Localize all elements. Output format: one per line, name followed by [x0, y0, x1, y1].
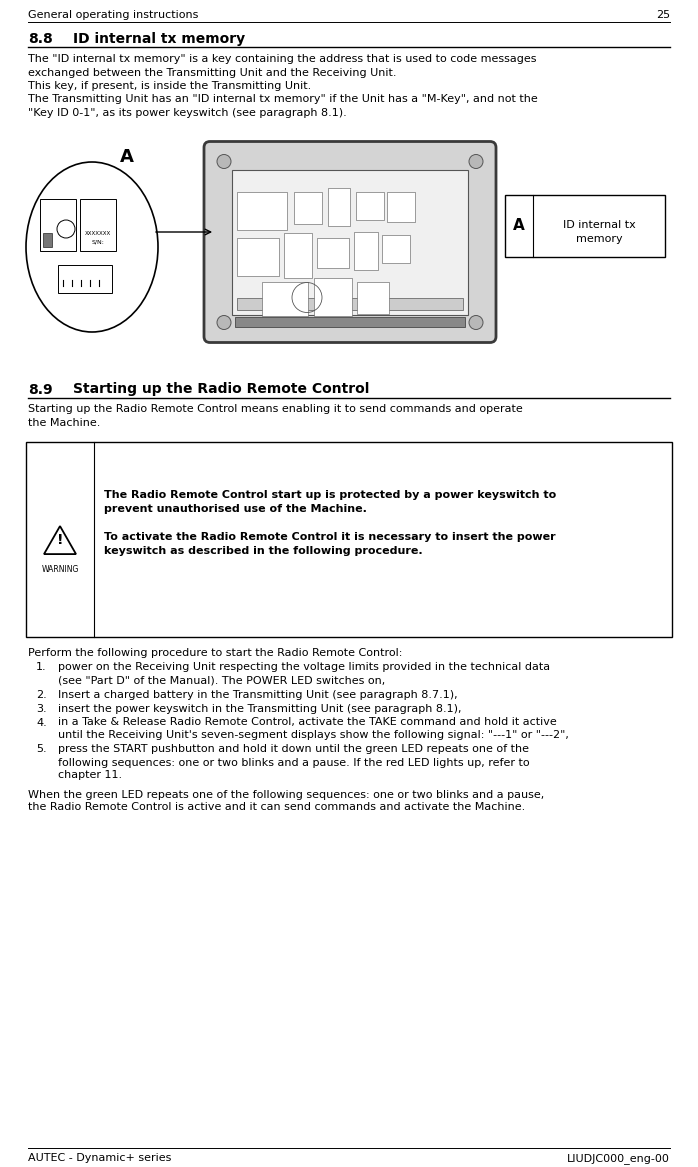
Bar [294, 191, 322, 224]
Bar [317, 238, 349, 267]
Text: The Transmitting Unit has an "ID internal tx memory" if the Unit has a "M-Key", : The Transmitting Unit has an "ID interna… [28, 95, 537, 105]
Bar [382, 235, 410, 263]
Text: 3.: 3. [36, 704, 47, 713]
Text: WARNING: WARNING [41, 565, 79, 574]
Text: exchanged between the Transmitting Unit and the Receiving Unit.: exchanged between the Transmitting Unit … [28, 68, 396, 77]
Bar [354, 231, 378, 270]
Text: 1.: 1. [36, 663, 47, 672]
Text: General operating instructions: General operating instructions [28, 11, 198, 20]
Text: The Radio Remote Control start up is protected by a power keyswitch to: The Radio Remote Control start up is pro… [104, 489, 556, 499]
Text: keyswitch as described in the following procedure.: keyswitch as described in the following … [104, 545, 422, 555]
Text: (see "Part D" of the Manual). The POWER LED switches on,: (see "Part D" of the Manual). The POWER … [58, 676, 385, 685]
Text: The "ID internal tx memory" is a key containing the address that is used to code: The "ID internal tx memory" is a key con… [28, 54, 537, 64]
Text: A: A [513, 218, 525, 233]
Circle shape [469, 154, 483, 168]
FancyBboxPatch shape [204, 141, 496, 342]
Bar [387, 191, 415, 222]
Circle shape [217, 154, 231, 168]
Bar [43, 233, 52, 247]
Text: ID internal tx memory: ID internal tx memory [73, 32, 245, 46]
Text: following sequences: one or two blinks and a pause. If the red LED lights up, re: following sequences: one or two blinks a… [58, 757, 530, 768]
Bar [357, 281, 389, 314]
Text: When the green LED repeats one of the following sequences: one or two blinks and: When the green LED repeats one of the fo… [28, 790, 544, 799]
Bar [284, 232, 312, 278]
Bar [262, 281, 308, 315]
Circle shape [217, 315, 231, 329]
Text: ID internal tx: ID internal tx [563, 219, 635, 230]
Text: Starting up the Radio Remote Control means enabling it to send commands and oper: Starting up the Radio Remote Control mea… [28, 405, 523, 414]
Bar [58, 265, 112, 293]
Bar [328, 188, 350, 225]
Circle shape [469, 315, 483, 329]
Text: chapter 11.: chapter 11. [58, 770, 122, 781]
Text: AUTEC - Dynamic+ series: AUTEC - Dynamic+ series [28, 1153, 172, 1163]
Text: 25: 25 [656, 11, 670, 20]
Bar [237, 298, 463, 309]
Text: 8.9: 8.9 [28, 383, 52, 397]
Text: Starting up the Radio Remote Control: Starting up the Radio Remote Control [73, 383, 369, 397]
Text: A: A [120, 147, 134, 166]
Text: LIUDJC000_eng-00: LIUDJC000_eng-00 [567, 1153, 670, 1163]
Text: XXXXXXX: XXXXXXX [85, 231, 111, 236]
Text: 2.: 2. [36, 690, 47, 699]
Text: the Radio Remote Control is active and it can send commands and activate the Mac: the Radio Remote Control is active and i… [28, 803, 526, 812]
Bar [356, 191, 384, 219]
Bar [505, 195, 665, 257]
Text: Perform the following procedure to start the Radio Remote Control:: Perform the following procedure to start… [28, 649, 402, 658]
Text: the Machine.: the Machine. [28, 418, 101, 428]
Text: until the Receiving Unit's seven-segment displays show the following signal: "--: until the Receiving Unit's seven-segment… [58, 731, 569, 741]
Text: insert the power keyswitch in the Transmitting Unit (see paragraph 8.1),: insert the power keyswitch in the Transm… [58, 704, 461, 713]
Bar [40, 200, 76, 251]
Text: "Key ID 0-1", as its power keyswitch (see paragraph 8.1).: "Key ID 0-1", as its power keyswitch (se… [28, 109, 347, 118]
Text: Insert a charged battery in the Transmitting Unit (see paragraph 8.7.1),: Insert a charged battery in the Transmit… [58, 690, 458, 699]
Text: !: ! [57, 533, 64, 547]
Text: 4.: 4. [36, 718, 47, 727]
Text: press the START pushbutton and hold it down until the green LED repeats one of t: press the START pushbutton and hold it d… [58, 745, 529, 755]
Text: in a Take & Release Radio Remote Control, activate the TAKE command and hold it : in a Take & Release Radio Remote Control… [58, 718, 557, 727]
Bar [232, 169, 468, 314]
Text: To activate the Radio Remote Control it is necessary to insert the power: To activate the Radio Remote Control it … [104, 531, 556, 541]
Bar [237, 191, 287, 230]
Bar [314, 278, 352, 315]
Bar [235, 316, 465, 327]
Text: power on the Receiving Unit respecting the voltage limits provided in the techni: power on the Receiving Unit respecting t… [58, 663, 550, 672]
Text: 5.: 5. [36, 745, 47, 755]
Text: prevent unauthorised use of the Machine.: prevent unauthorised use of the Machine. [104, 503, 367, 513]
Text: This key, if present, is inside the Transmitting Unit.: This key, if present, is inside the Tran… [28, 81, 311, 91]
Text: 8.8: 8.8 [28, 32, 53, 46]
Bar [80, 200, 116, 251]
Bar [26, 441, 672, 636]
Text: memory: memory [576, 233, 623, 244]
Text: S/N:: S/N: [91, 239, 105, 244]
Bar [237, 238, 279, 275]
